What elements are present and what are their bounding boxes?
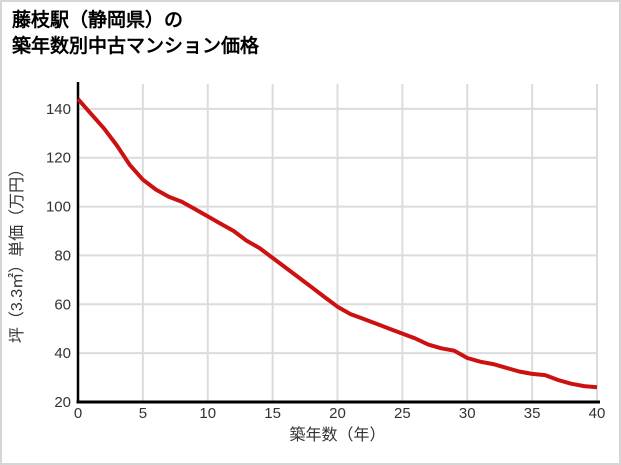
chart-title-line1: 藤枝駅（静岡県）の [12, 10, 184, 31]
price-line [76, 97, 598, 390]
x-tick-label: 30 [459, 405, 476, 422]
y-tick-label: 80 [54, 247, 71, 264]
y-tick-label: 120 [46, 150, 71, 167]
x-tick-label: 10 [199, 405, 216, 422]
y-tick-label: 140 [46, 101, 71, 118]
y-tick-label: 60 [54, 296, 71, 313]
y-tick-label: 100 [46, 199, 71, 216]
x-tick-label: 40 [589, 405, 606, 422]
chart-title: 藤枝駅（静岡県）の築年数別中古マンション価格 [12, 8, 259, 60]
y-axis-label: 坪（3.3㎡）単価（万円） [8, 161, 26, 343]
y-tick-label: 40 [54, 345, 71, 362]
x-tick-label: 25 [394, 405, 411, 422]
x-tick-label: 0 [74, 405, 82, 422]
x-tick-label: 35 [524, 405, 541, 422]
x-tick-label: 5 [139, 405, 147, 422]
chart-title-line2: 築年数別中古マンション価格 [12, 36, 260, 58]
x-tick-label: 15 [264, 405, 281, 422]
x-axis-label: 築年数（年） [289, 426, 385, 444]
y-tick-label: 20 [54, 394, 71, 411]
x-tick-label: 20 [329, 405, 346, 422]
